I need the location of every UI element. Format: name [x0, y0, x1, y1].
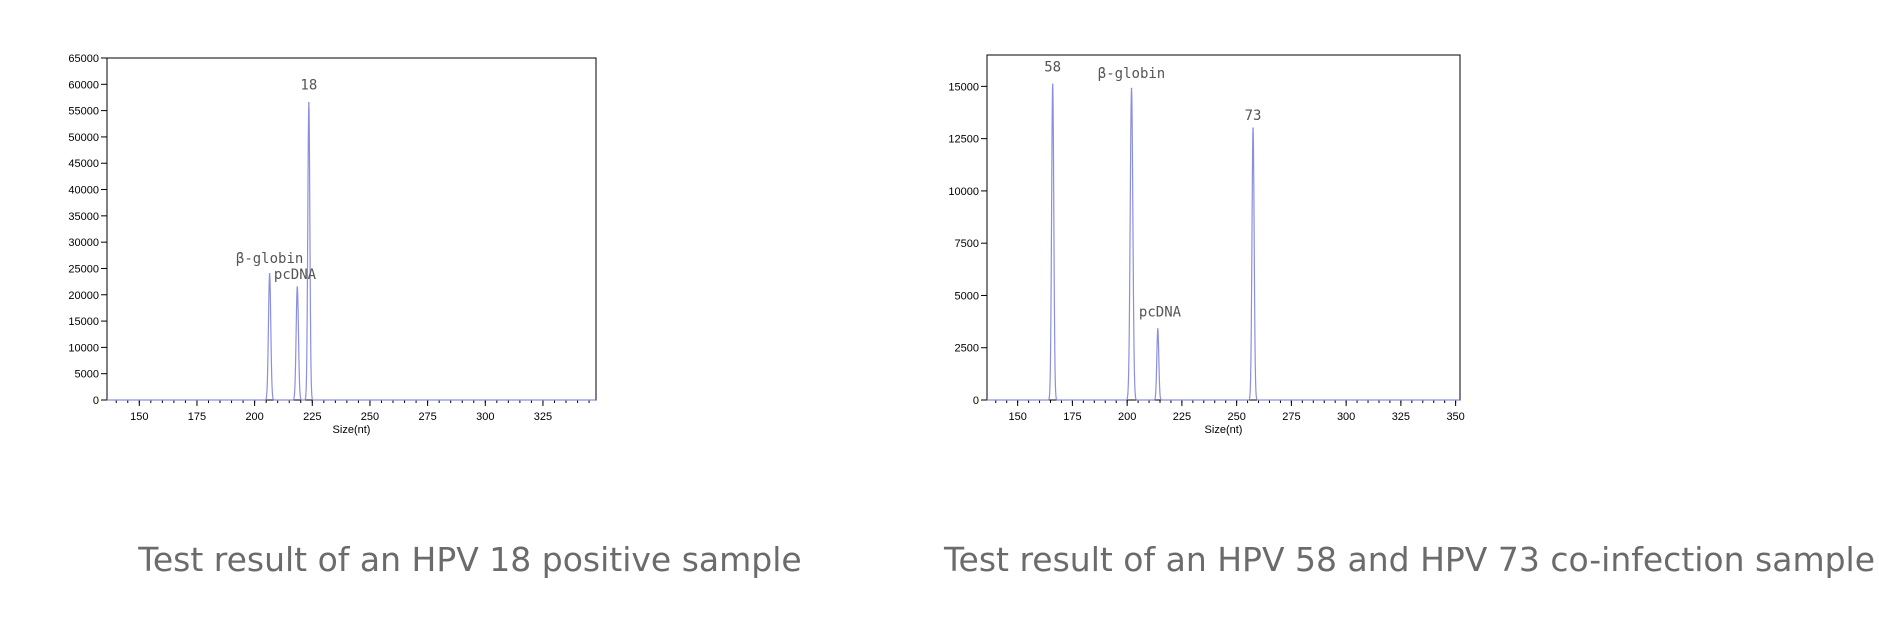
y-tick-label: 15000: [948, 81, 979, 93]
x-tick-label: 200: [245, 411, 263, 423]
peak-apex: [1157, 328, 1159, 330]
x-tick-label: 250: [361, 411, 379, 423]
x-tick-label: 300: [1337, 411, 1355, 423]
x-tick-label: 200: [1118, 411, 1136, 423]
peak-label: pcDNA: [1139, 304, 1182, 320]
electropherogram-hpv58-73: 150 175 200 225 250 275 300 325 350 0 2500 5000 7500…: [948, 54, 1465, 436]
peak-label: 18: [300, 78, 317, 94]
y-tick-label: 5000: [955, 290, 979, 302]
y-tick-label: 60000: [68, 79, 99, 91]
x-tick-label: 225: [303, 411, 321, 423]
electropherogram-hpv18: 150 175 200 225 250 275 300 325 0 5000 10000 15000 2…: [68, 53, 597, 436]
y-tick-label: 7500: [955, 238, 979, 250]
y-tick-label: 50000: [68, 132, 99, 144]
x-tick-label: 175: [1063, 411, 1081, 423]
trace-line: [987, 84, 1460, 401]
peak-label: pcDNA: [274, 267, 317, 283]
y-tick-label: 10000: [68, 342, 99, 354]
y-tick-label: 35000: [68, 211, 99, 223]
peak-label: β-globin: [236, 251, 303, 267]
peak-apex: [1051, 83, 1054, 86]
x-tick-label: 175: [188, 411, 206, 423]
trace-line: [107, 102, 596, 401]
x-tick-label: 275: [418, 411, 436, 423]
y-tick-label: 55000: [68, 106, 99, 118]
x-tick-label: 350: [1446, 411, 1464, 423]
x-axis-title: Size(nt): [1205, 424, 1243, 436]
x-tick-label: 325: [534, 411, 552, 423]
y-tick-label: 30000: [68, 237, 99, 249]
x-axis-title: Size(nt): [333, 424, 371, 436]
x-tick-label: 275: [1282, 411, 1300, 423]
y-tick-label: 15000: [68, 316, 99, 328]
chart-panel-hpv18: 150 175 200 225 250 275 300 325 0 5000 10000 15000 2…: [68, 53, 802, 579]
x-tick-label: 300: [476, 411, 494, 423]
y-tick-label: 40000: [68, 185, 99, 197]
peak-label: 73: [1245, 108, 1262, 124]
chart-caption-hpv18: Test result of an HPV 18 positive sample: [138, 540, 802, 579]
y-tick-label: 20000: [68, 290, 99, 302]
y-tick-label: 2500: [955, 343, 979, 355]
peak-apex: [1252, 127, 1254, 129]
peak-apex: [308, 101, 310, 104]
chart-caption-hpv58-73: Test result of an HPV 58 and HPV 73 co-i…: [943, 540, 1876, 579]
y-tick-label: 10000: [948, 186, 979, 198]
y-tick-label: 0: [93, 395, 99, 407]
y-tick-label: 65000: [68, 53, 99, 65]
x-tick-label: 150: [1008, 411, 1026, 423]
y-tick-label: 5000: [75, 369, 99, 381]
y-tick-label: 0: [973, 395, 979, 407]
y-tick-label: 25000: [68, 263, 99, 275]
peak-label: β-globin: [1098, 66, 1165, 82]
peak-apex: [1130, 87, 1133, 90]
chart-panel-hpv58-73: 150 175 200 225 250 275 300 325 350 0 2500 5000 7500…: [940, 0, 1879, 633]
x-tick-label: 225: [1173, 411, 1191, 423]
plot-area-frame: [986, 54, 1461, 401]
y-tick-label: 45000: [68, 158, 99, 170]
x-tick-label: 325: [1392, 411, 1410, 423]
peak-label: 58: [1044, 60, 1061, 76]
y-tick-label: 12500: [948, 134, 979, 146]
peak-apex: [296, 286, 299, 288]
peak-apex: [268, 272, 271, 275]
x-tick-label: 150: [130, 411, 148, 423]
x-tick-label: 250: [1227, 411, 1245, 423]
plot-area-frame: [106, 57, 597, 401]
